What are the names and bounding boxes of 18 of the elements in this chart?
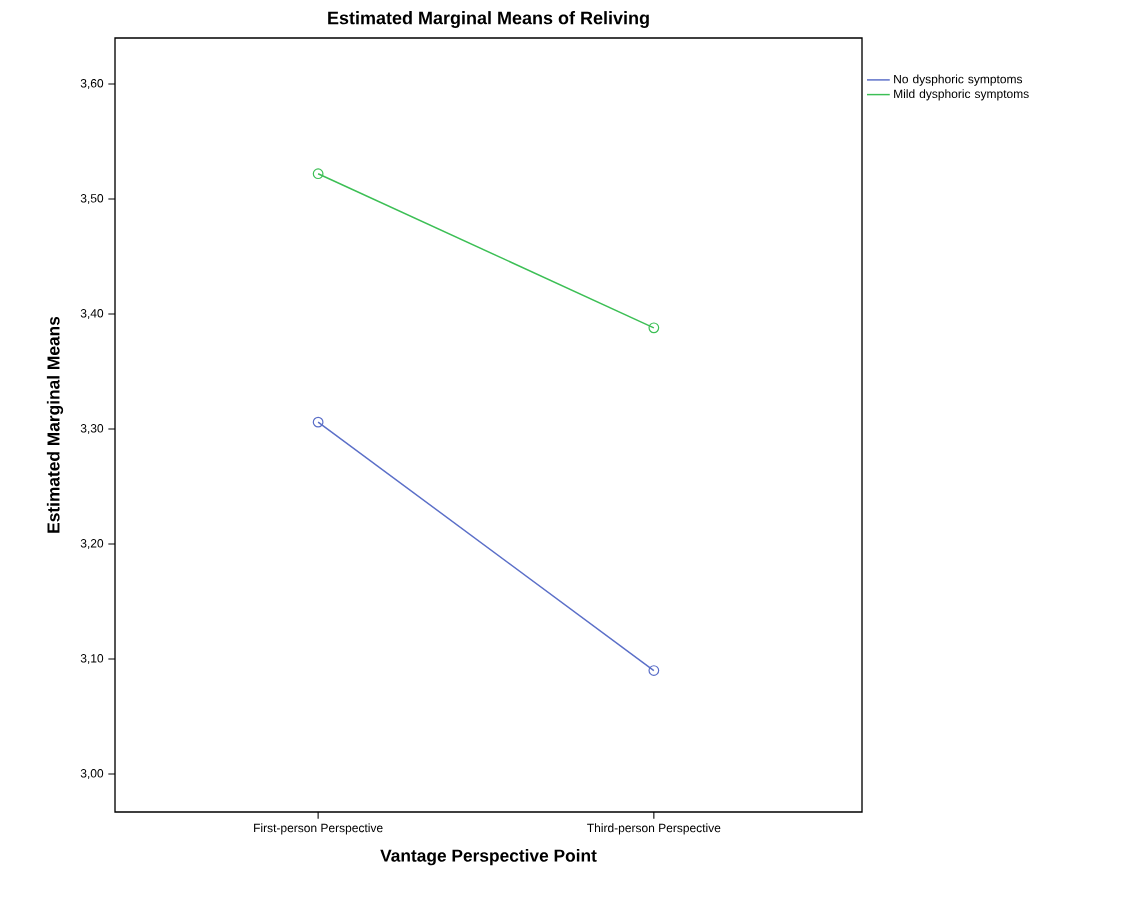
y-tick-label: 3,20 [80, 539, 104, 549]
point [312, 416, 324, 428]
y-tick-label: 3,50 [80, 194, 104, 204]
y-tick-label: 3,40 [80, 309, 104, 319]
y-tick-label: 3,60 [80, 79, 104, 89]
legend-label: No dysphoric symptoms [894, 74, 1023, 86]
y-tick-label: 3,10 [80, 654, 104, 664]
x-axis-title: Vantage Perspective Point [380, 849, 597, 866]
point [648, 665, 660, 676]
x-tick-label: Third-person Perspective [587, 823, 721, 835]
x-tick-label: First-person Perspective [254, 823, 383, 835]
y-tick-label: 3,30 [80, 424, 104, 434]
chart-title: Estimated Marginal Means of Reliving [328, 11, 649, 28]
point [648, 322, 660, 334]
legend-label: Mild dysphoric symptoms [894, 89, 1029, 101]
point [312, 168, 324, 180]
y-axis-title: Estimated Marginal Means [46, 316, 64, 533]
y-tick-label: 3,00 [80, 769, 104, 779]
